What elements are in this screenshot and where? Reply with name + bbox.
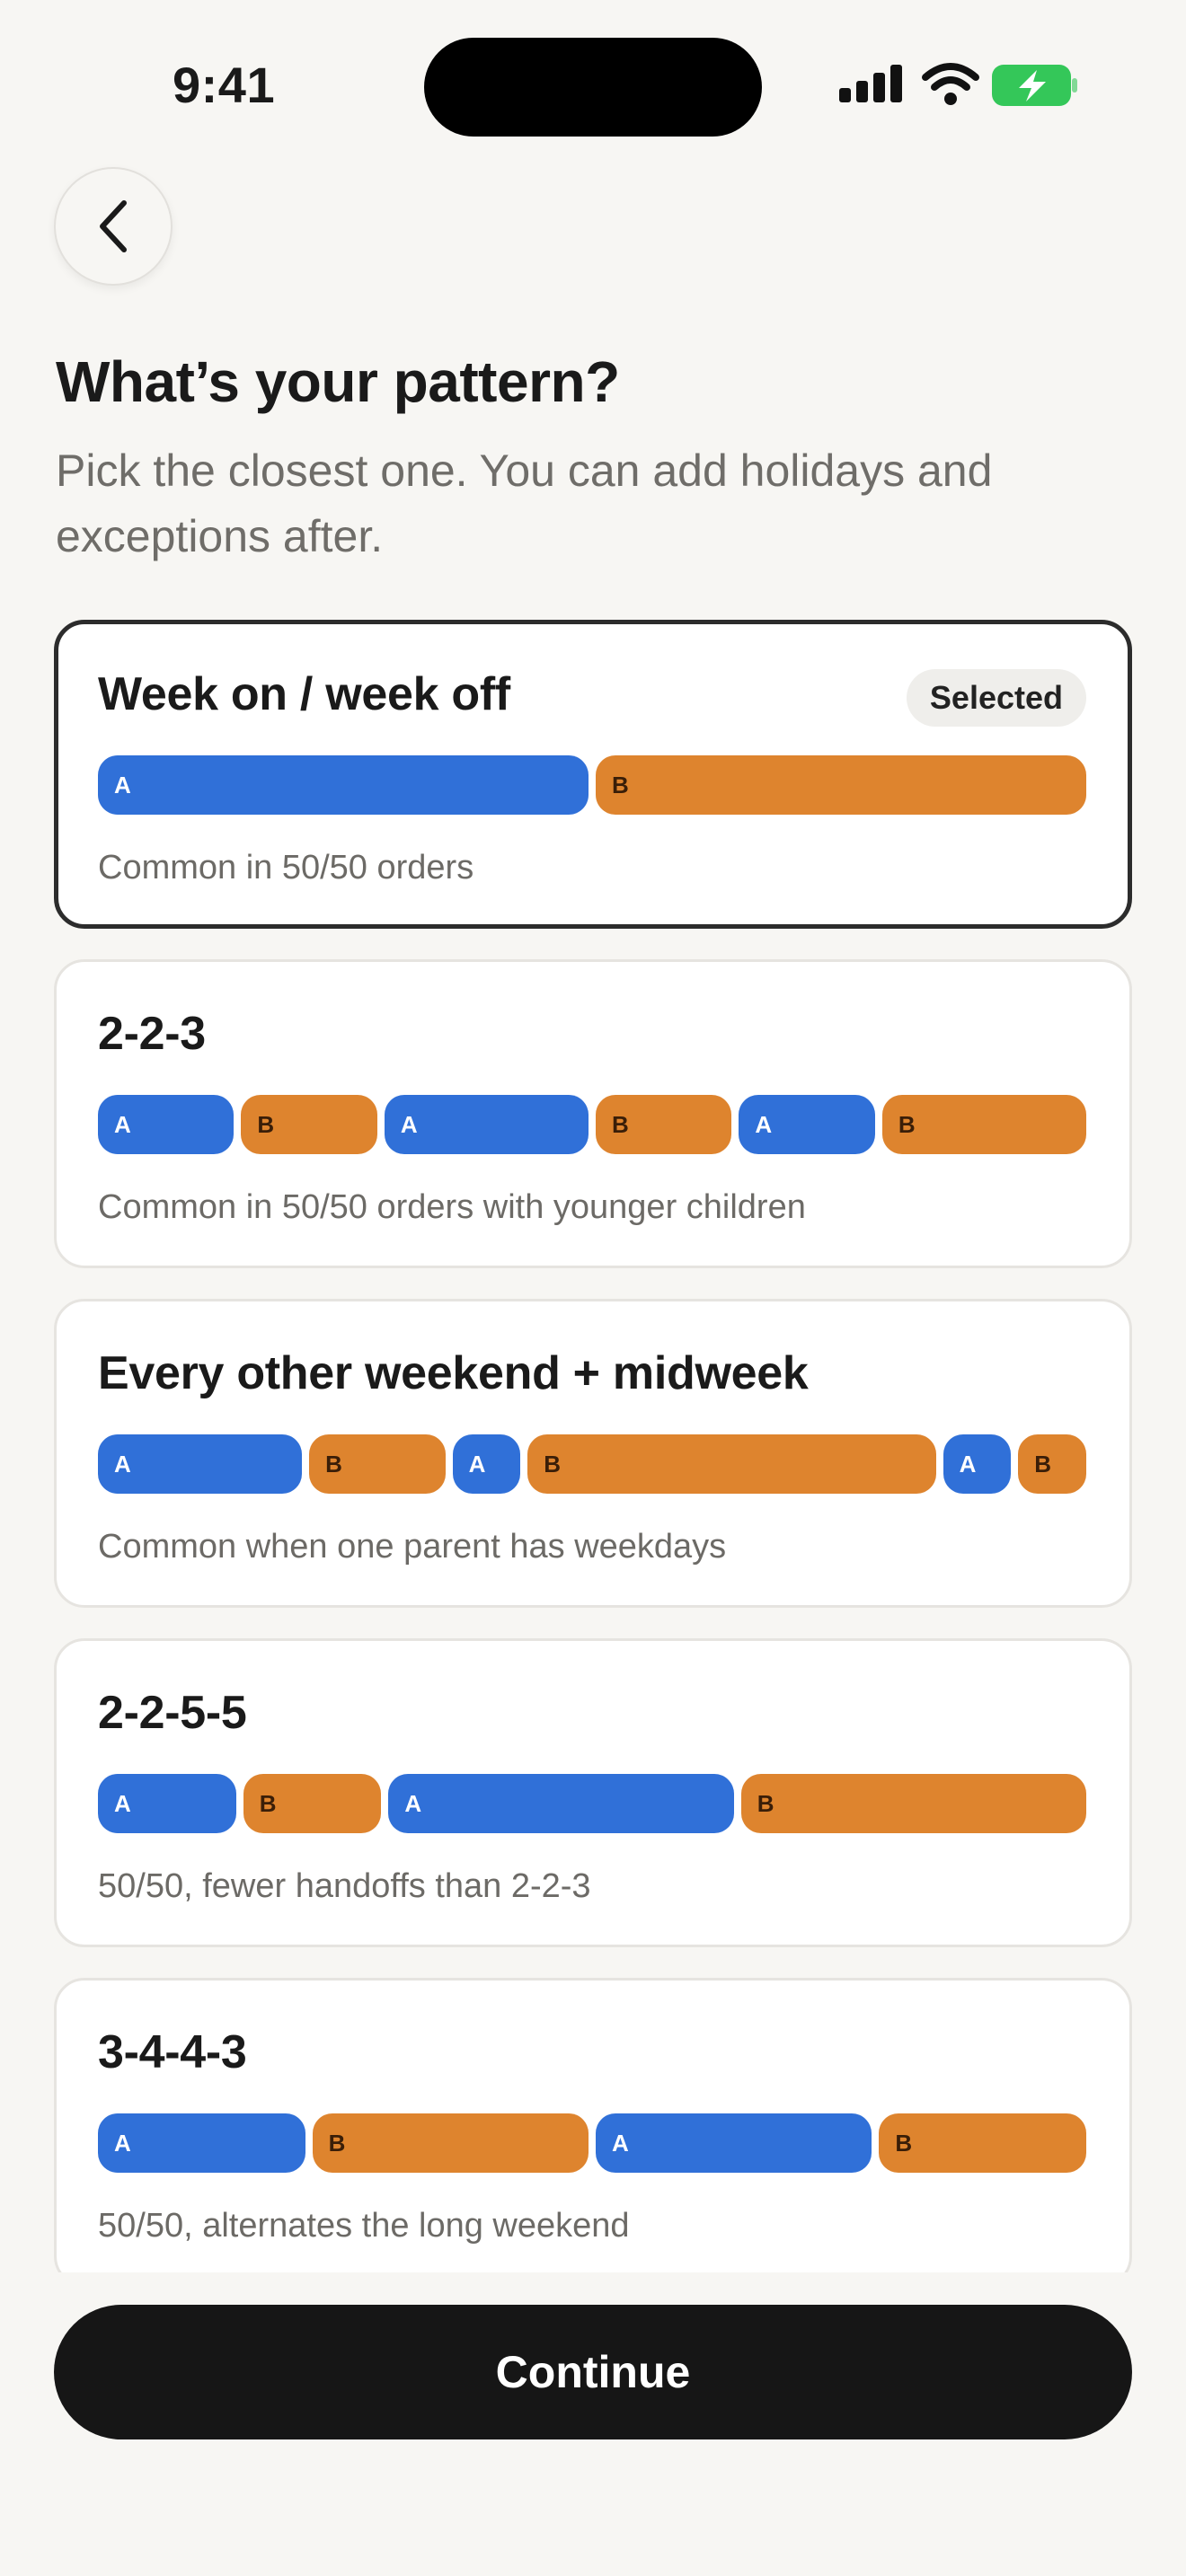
page-title: What’s your pattern? [56, 349, 620, 414]
segment-parent-a: A [739, 1095, 875, 1154]
segment-parent-a: A [98, 1095, 235, 1154]
pattern-card[interactable]: 2-2-3 A B A B A B Common in 50/50 orders with y… [54, 959, 1132, 1268]
segment-parent-b: B [596, 1095, 732, 1154]
segment-parent-b: B [879, 2113, 1086, 2173]
segment-parent-b: B [740, 1774, 1086, 1833]
pattern-description: Common when one parent has weekdays [98, 1528, 727, 1566]
pattern-title: 2-2-3 [98, 1008, 206, 1060]
segment-parent-a: A [98, 1434, 303, 1494]
segment-parent-b: B [1018, 1434, 1086, 1494]
wifi-icon [922, 63, 979, 105]
status-icons [839, 59, 1109, 113]
segment-parent-b: B [527, 1434, 936, 1494]
page-subtitle: Pick the closest one. You can add holida… [56, 446, 993, 561]
pattern-card[interactable]: Every other weekend + midweek A B A B A B Commo… [54, 1299, 1132, 1608]
pattern-title: Week on / week off [98, 668, 510, 720]
segment-parent-b: B [309, 1434, 446, 1494]
status-time: 9:41 [173, 57, 276, 113]
continue-button[interactable]: Continue [54, 2305, 1132, 2439]
pattern-card[interactable]: Week on / week off Selected A B Common in 50… [54, 620, 1132, 929]
segment-parent-b: B [243, 1774, 382, 1833]
pattern-title: 2-2-5-5 [98, 1687, 247, 1739]
signal-icon [839, 65, 902, 102]
pattern-description: Common in 50/50 orders [98, 849, 474, 887]
back-button[interactable] [54, 167, 173, 286]
pattern-card[interactable]: 3-4-4-3 A B A B 50/50, alternates the long we… [54, 1978, 1132, 2272]
segment-parent-a: A [943, 1434, 1012, 1494]
segment-parent-a: A [388, 1774, 734, 1833]
battery-charging-icon [992, 65, 1077, 106]
selected-badge: Selected [906, 669, 1086, 727]
pattern-description: Common in 50/50 orders with younger chil… [98, 1188, 806, 1226]
segment-parent-a: A [98, 755, 589, 815]
chevron-left-icon [100, 200, 127, 252]
pattern-title: Every other weekend + midweek [98, 1347, 809, 1399]
pattern-description: 50/50, fewer handoffs than 2-2-3 [98, 1867, 591, 1905]
pattern-card[interactable]: 2-2-5-5 A B A B 50/50, fewer handoffs than 2-… [54, 1638, 1132, 1947]
segment-parent-b: B [881, 1095, 1086, 1154]
pattern-description: 50/50, alternates the long weekend [98, 2207, 630, 2245]
segment-parent-b: B [596, 755, 1086, 815]
segment-parent-a: A [98, 2113, 305, 2173]
status-bar: 9:41 [0, 0, 1186, 144]
pattern-title: 3-4-4-3 [98, 2026, 247, 2078]
pattern-list: Week on / week off Selected A B Common in 50… [0, 611, 1186, 2272]
segment-parent-b: B [241, 1095, 377, 1154]
segment-parent-a: A [452, 1434, 521, 1494]
segment-parent-a: A [98, 1774, 236, 1833]
dynamic-island [424, 38, 762, 137]
segment-parent-a: A [596, 2113, 872, 2173]
segment-parent-a: A [384, 1095, 589, 1154]
segment-parent-b: B [312, 2113, 589, 2173]
